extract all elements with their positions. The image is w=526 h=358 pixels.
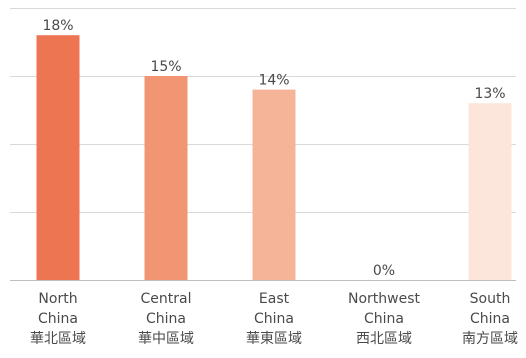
bar <box>36 35 80 281</box>
bar <box>252 89 296 280</box>
x-tick-label-line: China <box>254 311 294 327</box>
bar <box>144 76 188 280</box>
x-tick-label-line: Northwest <box>347 291 420 307</box>
x-tick-label-line: Central <box>140 291 192 307</box>
x-tick-label: East China 華東區域 <box>224 289 324 349</box>
data-label: 13% <box>474 86 505 102</box>
x-tick-label-line: China <box>146 311 186 327</box>
x-tick-label-line: 華中區域 <box>138 331 194 347</box>
bar <box>468 103 512 280</box>
x-tick-label: North China 華北區域 <box>8 289 108 349</box>
x-tick-label-line: 華北區域 <box>30 331 86 347</box>
x-tick-label-line: East <box>258 291 290 307</box>
x-tick-label-line: China <box>364 311 404 327</box>
x-tick-label-line: North <box>38 291 78 307</box>
x-tick-label-line: 南方區域 <box>462 331 518 347</box>
data-label: 15% <box>150 59 181 75</box>
x-tick-label: Central China 華中區域 <box>116 289 216 349</box>
x-tick-label-line: 西北區域 <box>356 331 412 347</box>
data-label: 0% <box>373 263 395 279</box>
x-tick-label-line: China <box>38 311 78 327</box>
data-label: 14% <box>258 73 289 89</box>
x-tick-label-line: 華東區域 <box>246 331 302 347</box>
x-tick-label-line: South <box>469 291 511 307</box>
x-tick-label: Northwest China 西北區域 <box>334 289 434 349</box>
data-label: 18% <box>42 18 73 34</box>
x-tick-label: South China 南方區域 <box>440 289 526 349</box>
x-tick-label-line: China <box>470 311 510 327</box>
